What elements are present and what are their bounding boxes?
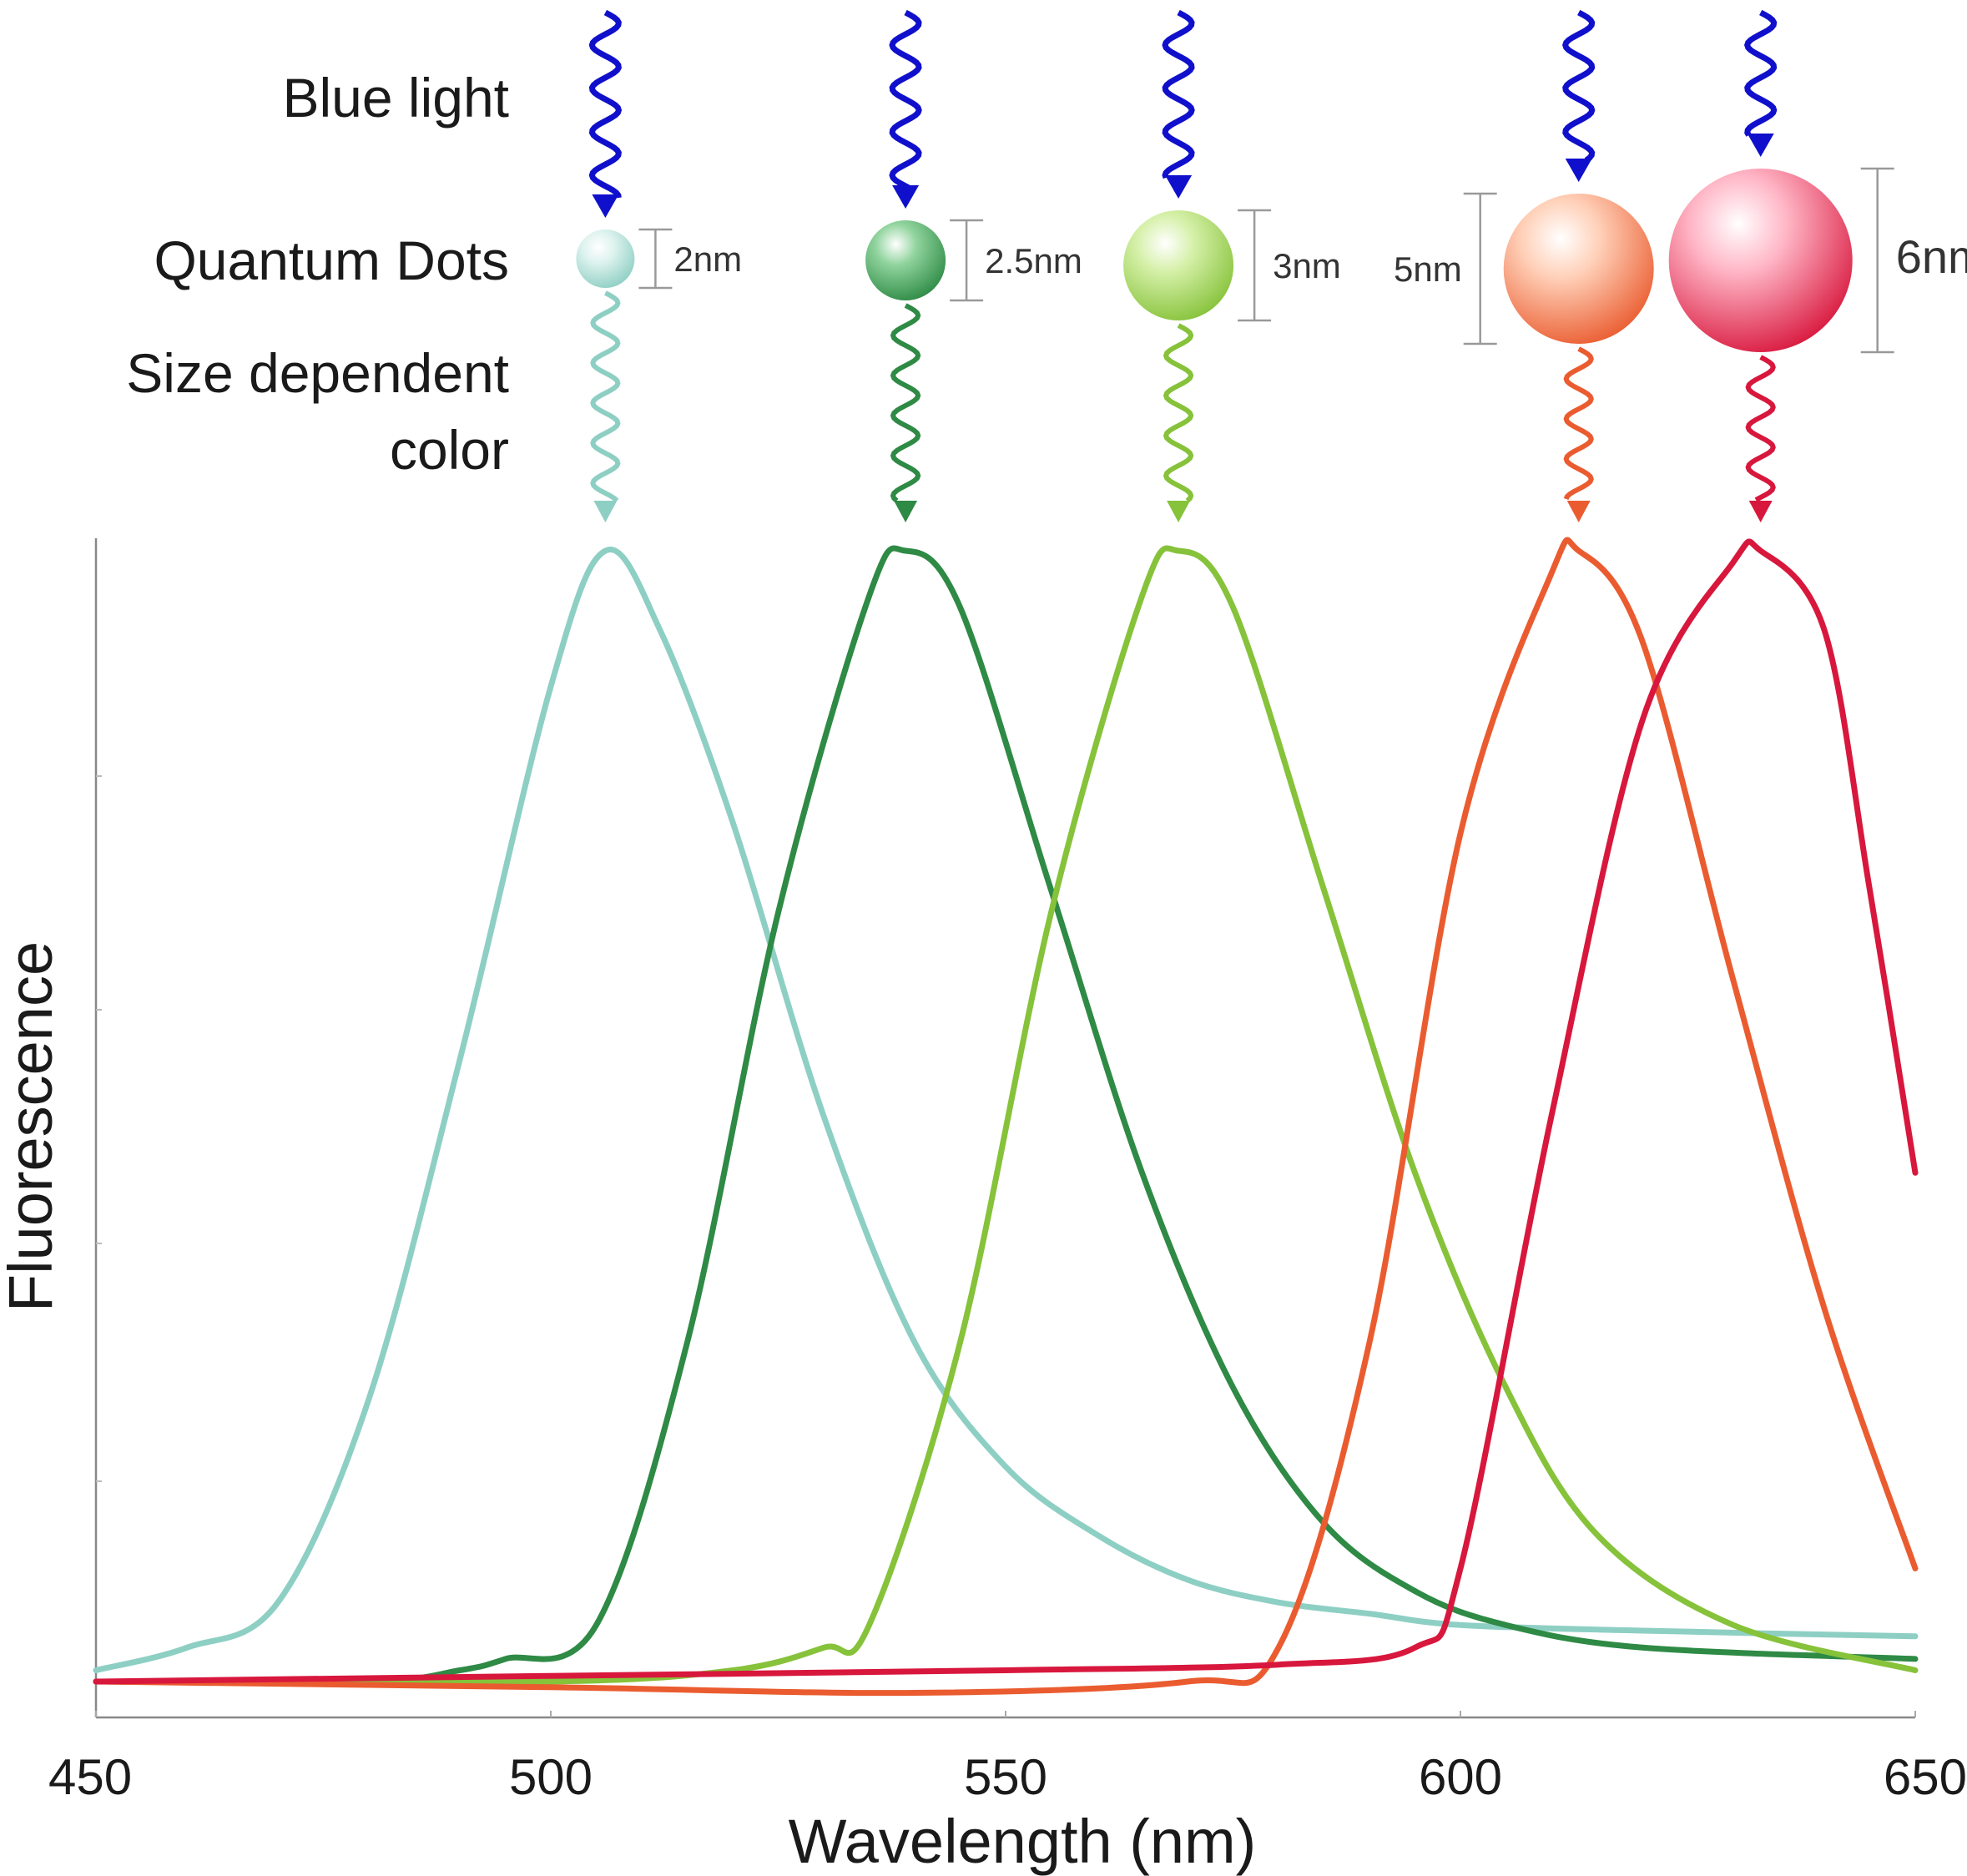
emission-curve-5	[93, 538, 1919, 1685]
size-dependent-label: Size dependent	[126, 342, 509, 404]
emission-curves	[93, 537, 1919, 1697]
y-axis-title: Fluorescence	[0, 941, 65, 1312]
emission-arrowhead	[593, 501, 618, 522]
size-bracket	[1238, 209, 1272, 322]
quantum-dot-4	[1503, 194, 1654, 344]
excitation-arrowhead	[1165, 175, 1193, 199]
x-tick-label: 550	[964, 1749, 1047, 1805]
size-bracket	[638, 228, 673, 290]
x-tick-label: 650	[1884, 1749, 1967, 1805]
excitation-arrowhead	[1565, 159, 1592, 182]
chart-axes: 450 500 550 600 650	[48, 538, 1967, 1805]
size-label: 2nm	[673, 240, 742, 279]
size-label: 6nm	[1896, 230, 1967, 283]
emission-arrowhead	[1167, 501, 1191, 522]
emission-curve-1	[93, 547, 1919, 1673]
size-label: 5nm	[1394, 250, 1462, 289]
x-axis-title: Wavelength (nm)	[789, 1807, 1257, 1876]
y-ticks	[96, 775, 102, 1482]
quantum-dot-illustration: 2nm 2.5nm 3nm 5nm 6nm	[576, 9, 1967, 522]
size-bracket	[1860, 167, 1894, 354]
excitation-wave	[588, 9, 623, 199]
x-tick-label: 450	[48, 1749, 132, 1805]
size-bracket	[1463, 192, 1497, 345]
quantum-dot-2	[865, 220, 946, 300]
size-label: 2.5nm	[985, 241, 1082, 280]
excitation-arrowhead	[892, 185, 920, 209]
emission-curve-3	[93, 545, 1919, 1686]
emission-arrowhead	[1566, 501, 1591, 522]
quantum-dot-1	[576, 229, 635, 288]
excitation-arrowhead	[1747, 134, 1774, 157]
excitation-wave	[1162, 9, 1195, 179]
blue-light-label: Blue light	[282, 67, 509, 129]
quantum-dot-5	[1668, 169, 1853, 352]
size-bracket	[950, 219, 984, 302]
quantum-dot-3	[1123, 210, 1234, 320]
excitation-wave	[1744, 9, 1778, 137]
excitation-wave	[1562, 9, 1596, 163]
emission-arrowhead	[1748, 501, 1773, 522]
emission-arrowhead	[894, 501, 918, 522]
x-ticks: 450 500 550 600 650	[48, 1711, 1967, 1805]
emission-curve-4	[93, 537, 1919, 1697]
emission-wave	[890, 303, 921, 503]
x-tick-label: 600	[1419, 1749, 1502, 1805]
quantum-dots-label: Quantum Dots	[154, 229, 509, 291]
color-label: color	[390, 419, 509, 481]
emission-wave	[1563, 346, 1594, 501]
emission-curve-2	[93, 545, 1919, 1686]
x-tick-label: 500	[509, 1749, 593, 1805]
emission-wave	[590, 290, 621, 503]
size-label: 3nm	[1273, 246, 1341, 285]
excitation-wave	[889, 9, 922, 191]
emission-wave	[1163, 323, 1194, 503]
excitation-arrowhead	[592, 194, 619, 218]
emission-wave	[1745, 355, 1776, 502]
